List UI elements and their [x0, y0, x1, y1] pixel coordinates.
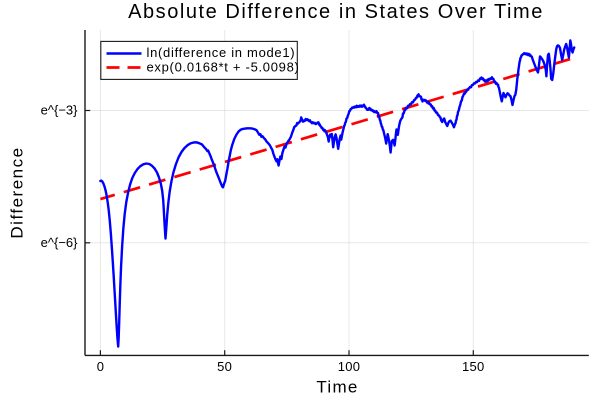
svg-text:ln(difference in mode1): ln(difference in mode1): [147, 45, 296, 60]
svg-text:e^{−3}: e^{−3}: [41, 103, 78, 118]
svg-text:exp(0.0168*t + -5.0098): exp(0.0168*t + -5.0098): [147, 60, 300, 75]
svg-text:150: 150: [462, 359, 485, 374]
svg-text:100: 100: [338, 359, 361, 374]
svg-text:Absolute Difference in States: Absolute Difference in States Over Time: [128, 1, 544, 23]
svg-text:e^{−6}: e^{−6}: [41, 235, 78, 250]
svg-text:50: 50: [217, 359, 232, 374]
svg-text:0: 0: [97, 359, 104, 374]
svg-text:Time: Time: [316, 378, 358, 397]
svg-text:Difference: Difference: [8, 146, 27, 238]
